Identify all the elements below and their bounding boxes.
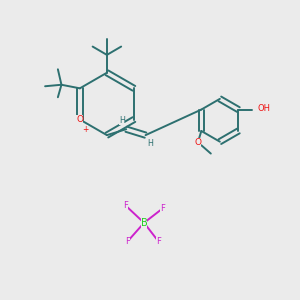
- Text: O: O: [76, 115, 83, 124]
- Text: F: F: [160, 204, 165, 213]
- Text: F: F: [125, 237, 130, 246]
- Text: F: F: [123, 201, 128, 210]
- Text: +: +: [82, 124, 88, 134]
- Text: H: H: [147, 139, 153, 148]
- Text: F: F: [156, 237, 161, 246]
- Text: O: O: [194, 138, 201, 147]
- Text: OH: OH: [257, 104, 270, 113]
- Text: B: B: [141, 218, 147, 228]
- Text: H: H: [119, 116, 125, 125]
